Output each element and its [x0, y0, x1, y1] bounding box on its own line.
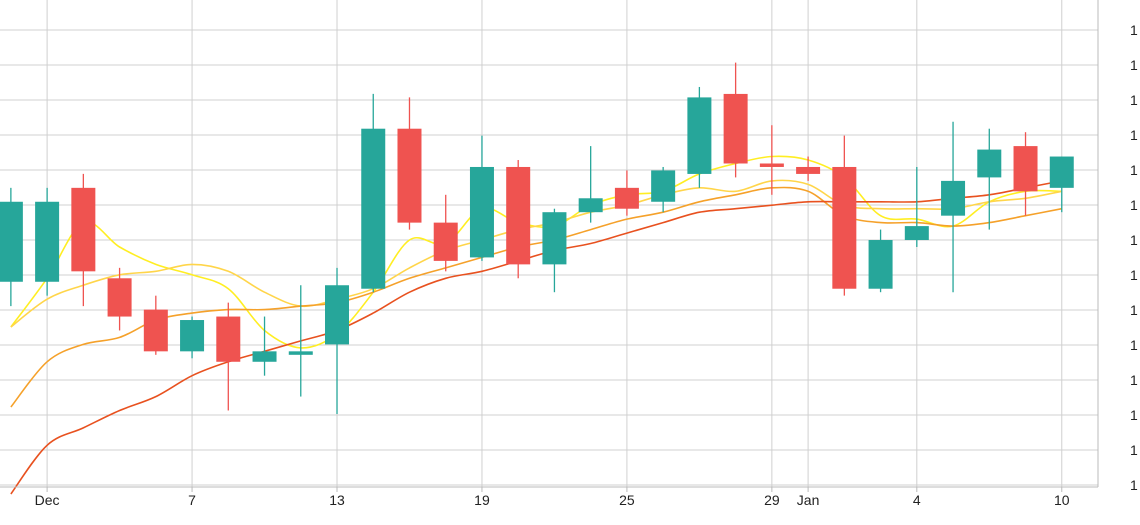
moving-average-line-1 — [10, 155, 1062, 349]
y-tick-label: 1 — [1130, 407, 1138, 423]
candle-body-up — [252, 351, 277, 362]
moving-average-layer — [10, 155, 1062, 495]
candle-body-up — [361, 128, 386, 289]
y-tick-label: 1 — [1130, 232, 1138, 248]
candle-body-up — [977, 149, 1002, 178]
candle-body-up — [469, 166, 494, 258]
x-tick-label: 25 — [619, 492, 635, 508]
candle-body-up — [941, 180, 966, 216]
y-tick-label: 1 — [1130, 372, 1138, 388]
candle-body-up — [651, 170, 676, 202]
x-tick-label: 4 — [913, 492, 921, 508]
y-tick-label: 1 — [1130, 477, 1138, 493]
candle-body-down — [614, 187, 639, 209]
moving-average-line-2 — [10, 179, 1062, 328]
candle-body-down — [71, 187, 96, 272]
y-tick-label: 1 — [1130, 57, 1138, 73]
candle-body-down — [759, 163, 784, 167]
candle-body-down — [216, 316, 241, 362]
candle-body-down — [832, 166, 857, 289]
candle-body-up — [180, 320, 205, 352]
y-tick-label: 1 — [1130, 337, 1138, 353]
y-tick-label: 1 — [1130, 267, 1138, 283]
y-tick-label: 1 — [1130, 442, 1138, 458]
x-tick-label: 13 — [329, 492, 345, 508]
candle-body-up — [288, 351, 313, 355]
x-tick-label: 7 — [188, 492, 196, 508]
candle-body-up — [35, 201, 60, 282]
candle-body-down — [1013, 146, 1038, 192]
y-tick-label: 1 — [1130, 127, 1138, 143]
moving-average-line-3 — [10, 186, 1062, 408]
candle-layer — [0, 62, 1074, 414]
y-tick-label: 1 — [1130, 302, 1138, 318]
candle-body-up — [868, 240, 893, 289]
y-tick-label: 1 — [1130, 22, 1138, 38]
x-tick-label: 10 — [1054, 492, 1070, 508]
y-tick-label: 1 — [1130, 92, 1138, 108]
y-tick-label: 1 — [1130, 162, 1138, 178]
x-tick-label: Jan — [797, 492, 820, 508]
y-tick-label: 1 — [1130, 197, 1138, 213]
candle-body-down — [143, 309, 168, 352]
candle-body-up — [578, 198, 603, 213]
candle-body-up — [687, 97, 712, 174]
candle-body-down — [506, 166, 531, 265]
x-tick-label: 19 — [474, 492, 490, 508]
candle-body-up — [1049, 156, 1074, 188]
x-tick-label: 29 — [764, 492, 780, 508]
candle-body-up — [325, 285, 350, 345]
candle-body-up — [0, 201, 23, 282]
x-tick-label: Dec — [35, 492, 60, 508]
candle-body-up — [904, 226, 929, 241]
candle-body-down — [796, 166, 821, 174]
candle-body-down — [107, 278, 132, 317]
candle-body-up — [542, 212, 567, 265]
candle-body-down — [723, 93, 748, 164]
candle-body-down — [397, 128, 422, 223]
moving-average-line-4 — [10, 180, 1062, 495]
axis-layer: 1 1 1 1 1 1 1 1 1 1 1 1 1 1 Dec 7 13 19 25 29 Jan 4 10 — [0, 0, 1138, 508]
candle-body-down — [433, 222, 458, 261]
